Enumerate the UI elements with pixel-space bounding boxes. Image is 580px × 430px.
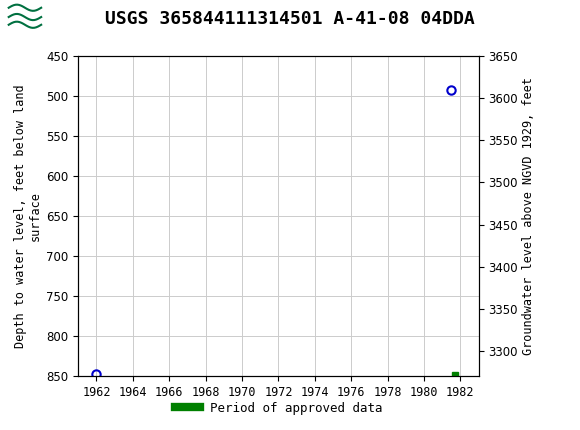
Text: USGS 365844111314501 A-41-08 04DDA: USGS 365844111314501 A-41-08 04DDA [105,10,475,28]
Text: USGS: USGS [50,6,101,25]
Y-axis label: Groundwater level above NGVD 1929, feet: Groundwater level above NGVD 1929, feet [522,77,535,355]
Y-axis label: Depth to water level, feet below land
surface: Depth to water level, feet below land su… [14,84,42,348]
Legend: Period of approved data: Period of approved data [169,396,387,420]
FancyBboxPatch shape [7,3,43,28]
